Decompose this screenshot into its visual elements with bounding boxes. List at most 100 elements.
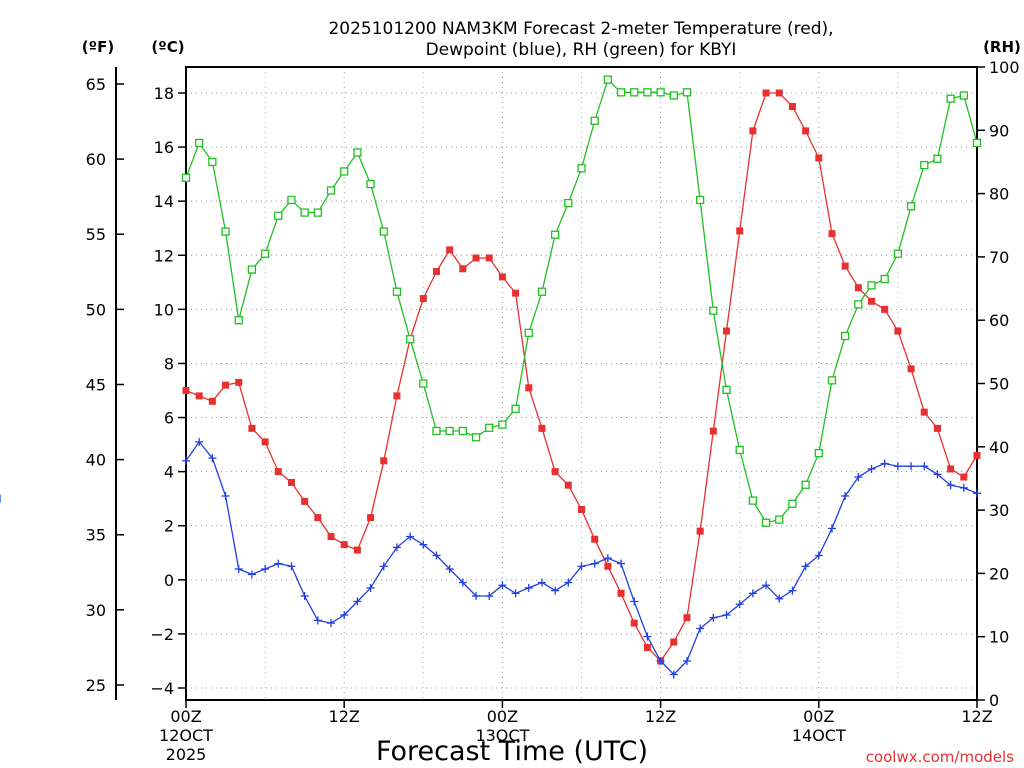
- rh-point: [326, 186, 336, 195]
- temperature-point: [643, 643, 651, 651]
- dewpoint-point: [722, 610, 731, 619]
- temperature-point: [828, 230, 836, 238]
- rh-point: [682, 88, 692, 97]
- dewpoint-point: [445, 565, 454, 573]
- rh-point: [630, 88, 639, 97]
- dewpoint-point: [353, 597, 362, 606]
- temperature-point: [538, 424, 546, 432]
- rh-tick-label: 100: [989, 58, 1020, 77]
- dewpoint-point: [696, 624, 705, 633]
- temperature-point: [327, 533, 335, 541]
- celsius-tick-label: 16: [154, 138, 174, 157]
- rh-point: [603, 75, 613, 84]
- rh-point: [722, 385, 731, 394]
- dewpoint-point: [893, 462, 902, 471]
- rh-point: [313, 208, 322, 217]
- rh-point: [419, 379, 428, 388]
- rh-tick-label: 0: [989, 691, 999, 710]
- rh-point: [274, 211, 283, 220]
- dewpoint-point: [656, 656, 665, 665]
- series-dewpoint: [0, 437, 981, 679]
- temperature-point: [854, 284, 862, 292]
- temperature-point: [564, 481, 572, 489]
- temperature-point: [815, 154, 823, 162]
- rh-tick-label: 50: [989, 375, 1009, 394]
- dewpoint-point: [973, 489, 981, 498]
- temperature-point: [933, 424, 941, 432]
- temperature-point: [578, 506, 585, 513]
- temperature-point: [301, 497, 309, 505]
- temperature-point: [485, 254, 493, 262]
- dewpoint-point: [419, 540, 428, 549]
- rh-point: [590, 116, 599, 125]
- temperature-point: [788, 103, 796, 111]
- temperature-point: [393, 392, 401, 400]
- rh-point: [801, 480, 810, 489]
- rh-point: [287, 195, 296, 205]
- series-rh: [181, 75, 982, 527]
- rh-point: [748, 496, 758, 505]
- dewpoint-point: [775, 594, 784, 603]
- temperature-point: [973, 451, 981, 459]
- fahrenheit-tick-label: 35: [86, 526, 106, 545]
- rh-point: [906, 202, 916, 211]
- rh-point: [208, 157, 217, 167]
- time-tick-label: 12Z: [645, 707, 676, 726]
- rh-point: [181, 173, 191, 182]
- time-tick-label: 12Z: [961, 707, 992, 726]
- dewpoint-point: [313, 616, 322, 625]
- temperature-point: [762, 89, 770, 97]
- temperature-point: [380, 457, 388, 465]
- time-tick-label: 00Z: [803, 707, 834, 726]
- temperature-point: [881, 305, 889, 313]
- dewpoint-point: [498, 581, 507, 590]
- celsius-tick-label: 8: [164, 354, 174, 373]
- rh-point: [353, 148, 362, 157]
- rh-tick-label: 60: [989, 311, 1009, 330]
- rh-tick-label: 40: [989, 438, 1009, 457]
- dewpoint-point: [735, 600, 744, 609]
- rh-point: [524, 328, 533, 338]
- rh-point: [221, 227, 230, 236]
- dewpoint-point: [261, 565, 270, 573]
- temperature-point: [775, 89, 783, 97]
- temperature-point: [314, 514, 322, 522]
- temperature-point: [617, 589, 625, 597]
- rh-point: [854, 300, 863, 309]
- dewpoint-point: [959, 483, 968, 492]
- dewpoint-point: [669, 670, 678, 679]
- rh-point: [656, 88, 665, 97]
- rh-point: [880, 274, 889, 284]
- rh-point: [867, 281, 876, 290]
- fahrenheit-tick-label: 25: [86, 676, 106, 695]
- temperature-point: [248, 424, 256, 432]
- rh-tick-label: 70: [989, 248, 1009, 267]
- rh-point: [195, 138, 204, 148]
- dewpoint-point: [511, 589, 520, 598]
- dewpoint-point: [564, 578, 573, 587]
- temperature-point: [512, 289, 520, 297]
- temperature-point: [841, 262, 849, 270]
- temperature-point: [802, 127, 810, 135]
- temperature-point: [353, 546, 361, 554]
- date-label: 14OCT: [792, 726, 846, 745]
- temperature-point: [446, 246, 454, 254]
- dewpoint-point: [682, 656, 691, 665]
- celsius-tick-label: 6: [164, 409, 174, 428]
- temperature-point: [868, 297, 876, 305]
- temperature-point: [419, 295, 427, 303]
- rh-point: [511, 404, 520, 413]
- rh-point: [775, 515, 784, 524]
- temperature-point: [709, 427, 717, 435]
- temperature-point: [459, 265, 467, 273]
- dewpoint-point: [221, 491, 230, 500]
- rh-point: [471, 433, 481, 442]
- rh-point: [827, 376, 837, 385]
- celsius-tick-label: −4: [150, 679, 174, 698]
- fahrenheit-tick-label: 60: [86, 150, 106, 169]
- dewpoint-point: [195, 437, 204, 446]
- temperature-point: [195, 392, 203, 400]
- rh-point: [564, 198, 573, 208]
- dewpoint-point: [617, 559, 626, 568]
- rh-point: [920, 160, 929, 170]
